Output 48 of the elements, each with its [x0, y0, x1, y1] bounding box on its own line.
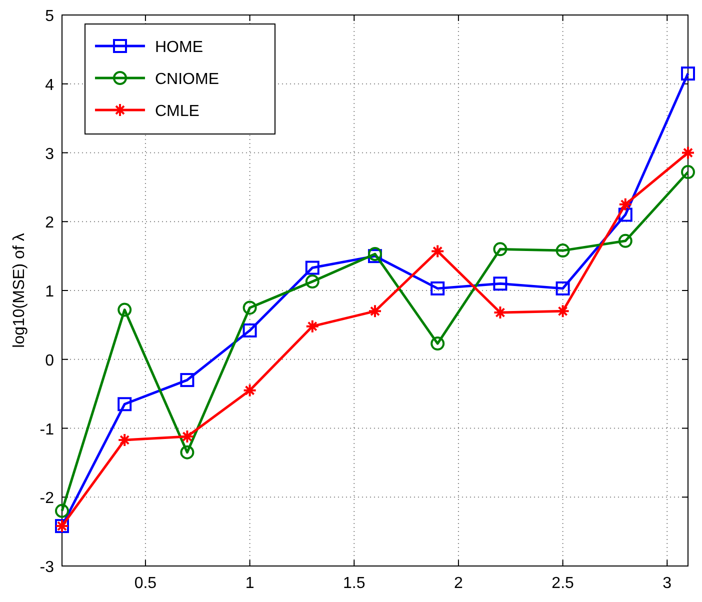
y-tick-label: -3	[40, 559, 54, 576]
y-axis-title: log10(MSE) of λ	[11, 233, 28, 348]
point	[681, 146, 695, 160]
point	[556, 281, 570, 296]
point	[180, 373, 194, 388]
point	[305, 319, 320, 334]
y-tick-label: 1	[45, 284, 54, 300]
point	[430, 244, 445, 258]
point	[430, 281, 445, 296]
point	[618, 197, 632, 212]
point	[180, 445, 194, 460]
x-tick-label: 2.5	[552, 575, 574, 592]
legend-label: CNIOME	[155, 71, 219, 88]
point	[118, 302, 132, 317]
y-tick-label: 3	[45, 146, 54, 163]
point	[681, 165, 695, 180]
x-tick-label: 2	[454, 575, 464, 592]
point	[618, 208, 632, 222]
point	[556, 244, 570, 258]
y-tick-label: 0	[45, 352, 54, 370]
point	[368, 249, 382, 264]
point	[618, 234, 632, 248]
point	[118, 432, 132, 447]
point	[493, 276, 508, 291]
legend-label: CMLE	[155, 103, 200, 120]
point	[681, 66, 695, 81]
y-tick-label: 5	[45, 8, 54, 25]
point	[118, 397, 132, 412]
point	[305, 274, 320, 289]
point	[368, 246, 382, 261]
point	[242, 383, 257, 398]
legend-label: HOME	[155, 39, 203, 56]
point	[305, 260, 320, 275]
y-tick-label: 4	[45, 76, 54, 94]
y-tick-label: 2	[45, 214, 54, 232]
x-tick-label: 1	[245, 575, 254, 592]
x-tick-label: 3	[662, 575, 672, 592]
y-tick-label: -2	[40, 490, 54, 508]
point	[55, 504, 69, 518]
y-tick-label: -1	[40, 421, 54, 438]
point	[242, 323, 257, 338]
point	[368, 304, 382, 318]
point	[180, 430, 194, 444]
point	[493, 242, 508, 256]
x-tick-label: 1.5	[343, 575, 366, 592]
x-tick-label: 0.5	[134, 575, 157, 592]
point	[242, 300, 257, 315]
point	[430, 336, 445, 351]
